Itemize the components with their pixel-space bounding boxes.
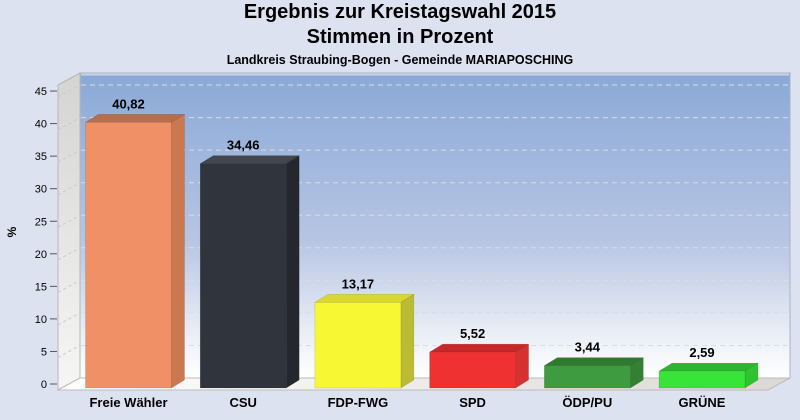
bar-top-Freie Wähler [84,114,186,123]
y-tick-label-40: 40 [35,119,47,131]
bar-SPD [429,351,516,389]
bar-top-GRÜNE [658,362,759,372]
bar-Freie Wähler [85,122,172,389]
value-label-SPD: 5,52 [460,326,485,341]
chart-region-note: Landkreis Straubing-Bogen - Gemeinde MAR… [226,53,574,67]
chart-subtitle: Stimmen in Prozent [306,26,494,48]
category-label-CSU: CSU [229,395,256,410]
gridline-side-15 [57,279,81,293]
gridline-side-45 [57,84,81,98]
category-label-FDP-FWG: FDP-FWG [328,395,389,410]
chart-left-wall [57,72,81,391]
category-label-ÖDP/PU: ÖDP/PU [562,395,612,410]
y-tick-label-0: 0 [41,379,47,391]
y-tick-label-15: 15 [35,281,47,293]
value-label-ÖDP/PU: 3,44 [575,340,601,355]
gridline-side-5 [57,345,81,358]
bar-side-Freie Wähler [171,113,185,389]
category-label-GRÜNE: GRÜNE [679,395,726,410]
bar-CSU [199,163,287,389]
gridline-side-20 [57,247,81,261]
y-tick-label-30: 30 [35,184,47,196]
y-axis-title: % [5,226,19,237]
value-label-FDP-FWG: 13,17 [342,276,375,291]
gridline-side-30 [57,182,81,196]
bar-top-CSU [199,155,301,164]
y-tick-label-20: 20 [35,249,47,261]
chart-back-wall [79,72,791,379]
value-label-CSU: 34,46 [227,138,260,153]
bar-top-ÖDP/PU [543,357,645,366]
category-label-SPD: SPD [459,395,486,410]
bar-side-SPD [515,343,529,389]
bar-labels: 40,82 Freie Wähler 34,46 CSU 13,17 FDP-FWG 5,5… [89,96,725,410]
gridline-side-35 [57,149,81,163]
bar-FDP-FWG [314,302,402,389]
y-tick-label-35: 35 [35,151,47,163]
category-label-Freie Wähler: Freie Wähler [89,395,167,410]
y-tick-label-25: 25 [35,216,47,228]
chart-header: Ergebnis zur Kreistagswahl 2015 Stimmen … [0,0,800,68]
value-label-Freie Wähler: 40,82 [112,96,145,111]
y-tick-label-10: 10 [35,314,47,326]
y-tick-label-5: 5 [41,346,47,358]
value-label-GRÜNE: 2,59 [689,345,714,360]
gridline-side-40 [57,117,81,131]
gridline-side-25 [57,214,81,228]
bar-ÖDP/PU [544,365,631,389]
bar-side-FDP-FWG [400,293,415,389]
bar-GRÜNE [658,370,746,389]
bar-side-CSU [285,155,300,389]
gridline-side-10 [57,312,81,326]
bars [84,113,759,389]
gridlines [57,84,789,358]
chart-title: Ergebnis zur Kreistagswahl 2015 [243,1,557,23]
bar-top-FDP-FWG [314,294,415,303]
y-tick-label-45: 45 [35,86,47,98]
y-axis: 0 5 10 15 20 25 30 35 40 45 [35,86,57,391]
bar-top-SPD [428,343,530,353]
